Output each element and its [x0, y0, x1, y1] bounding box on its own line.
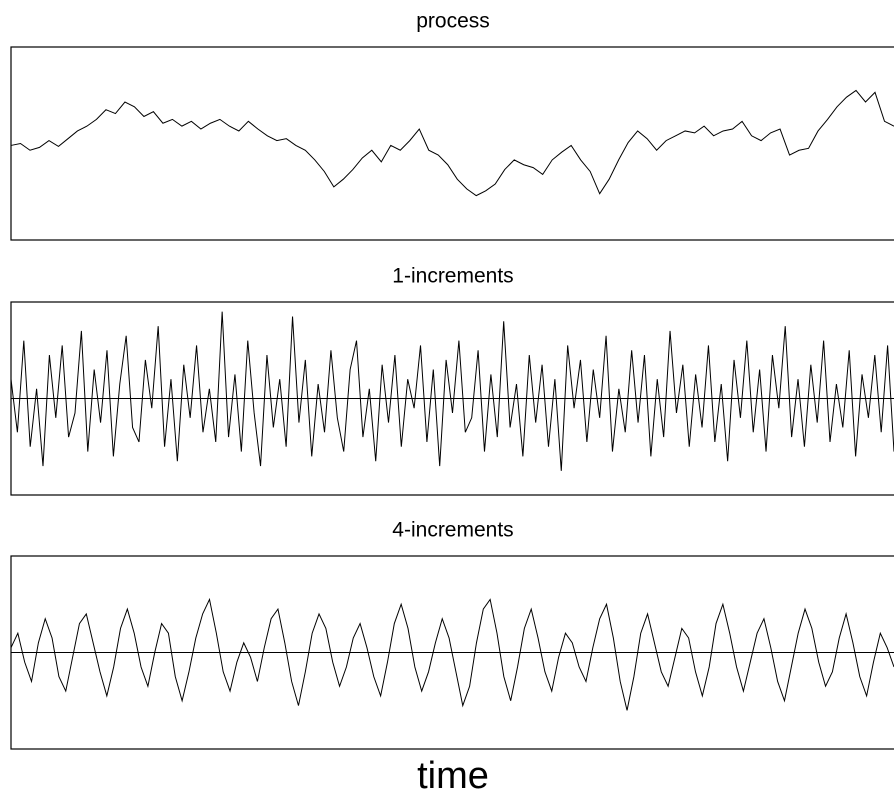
panel-title: 1-increments — [392, 265, 513, 288]
x-axis-label: time — [417, 755, 489, 796]
panel-frame — [10, 46, 894, 241]
data-line — [10, 597, 894, 711]
data-line — [10, 311, 894, 471]
panel-title: 4-increments — [392, 519, 513, 542]
data-line — [10, 89, 894, 197]
panel-title: process — [416, 10, 490, 33]
